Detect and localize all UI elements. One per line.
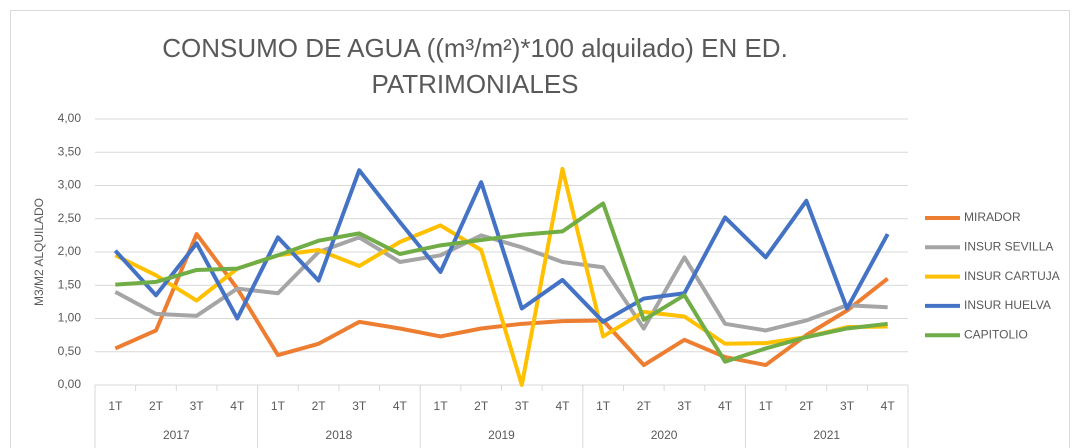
series-line <box>115 201 888 364</box>
x-tick-label: 3T <box>840 399 855 413</box>
y-tick-label: 0,00 <box>58 377 82 391</box>
x-group-label: 2021 <box>813 428 840 442</box>
series-line <box>113 168 890 324</box>
x-group-label: 2020 <box>651 428 678 442</box>
y-tick-label: 1,50 <box>58 277 82 291</box>
y-tick-label: 3,50 <box>58 144 82 158</box>
legend-label: INSUR HUELVA <box>964 298 1051 312</box>
legend-label: CAPITOLIO <box>964 327 1028 341</box>
x-tick-label: 2T <box>637 399 652 413</box>
x-tick-label: 4T <box>393 399 408 413</box>
x-tick-label: 4T <box>881 399 896 413</box>
legend-label: MIRADOR <box>964 210 1021 224</box>
series-line <box>114 166 888 387</box>
x-tick-label: 2T <box>312 399 327 413</box>
x-tick-label: 3T <box>677 399 692 413</box>
x-tick-label: 4T <box>555 399 570 413</box>
chart-title: CONSUMO DE AGUA ((m³/m²)*100 alquilado) … <box>162 33 788 63</box>
x-tick-label: 2T <box>799 399 814 413</box>
x-tick-label: 4T <box>230 399 245 413</box>
x-tick-label: 1T <box>271 399 286 413</box>
x-tick-label: 1T <box>108 399 123 413</box>
y-tick-label: 4,00 <box>58 111 82 125</box>
x-group-label: 2017 <box>163 428 190 442</box>
y-tick-label: 0,50 <box>58 344 82 358</box>
legend-label: INSUR SEVILLA <box>964 239 1053 253</box>
series-line <box>114 232 889 368</box>
y-tick-label: 1,00 <box>58 311 82 325</box>
x-tick-label: 3T <box>352 399 367 413</box>
x-tick-label: 1T <box>434 399 449 413</box>
x-tick-label: 3T <box>190 399 205 413</box>
x-tick-label: 2T <box>149 399 164 413</box>
x-group-label: 2019 <box>488 428 515 442</box>
chart-title: PATRIMONIALES <box>371 69 578 99</box>
x-group-label: 2018 <box>326 428 353 442</box>
x-tick-label: 3T <box>515 399 530 413</box>
y-tick-label: 2,00 <box>58 244 82 258</box>
y-axis-label: M3/M2 ALQUILADO <box>32 198 46 306</box>
x-tick-label: 1T <box>759 399 774 413</box>
legend-label: INSUR CARTUJA <box>964 269 1060 283</box>
x-tick-label: 1T <box>596 399 611 413</box>
y-tick-label: 3,00 <box>58 178 82 192</box>
x-tick-label: 2T <box>474 399 489 413</box>
y-tick-label: 2,50 <box>58 211 82 225</box>
x-tick-label: 4T <box>718 399 733 413</box>
chart-border <box>10 10 1070 448</box>
